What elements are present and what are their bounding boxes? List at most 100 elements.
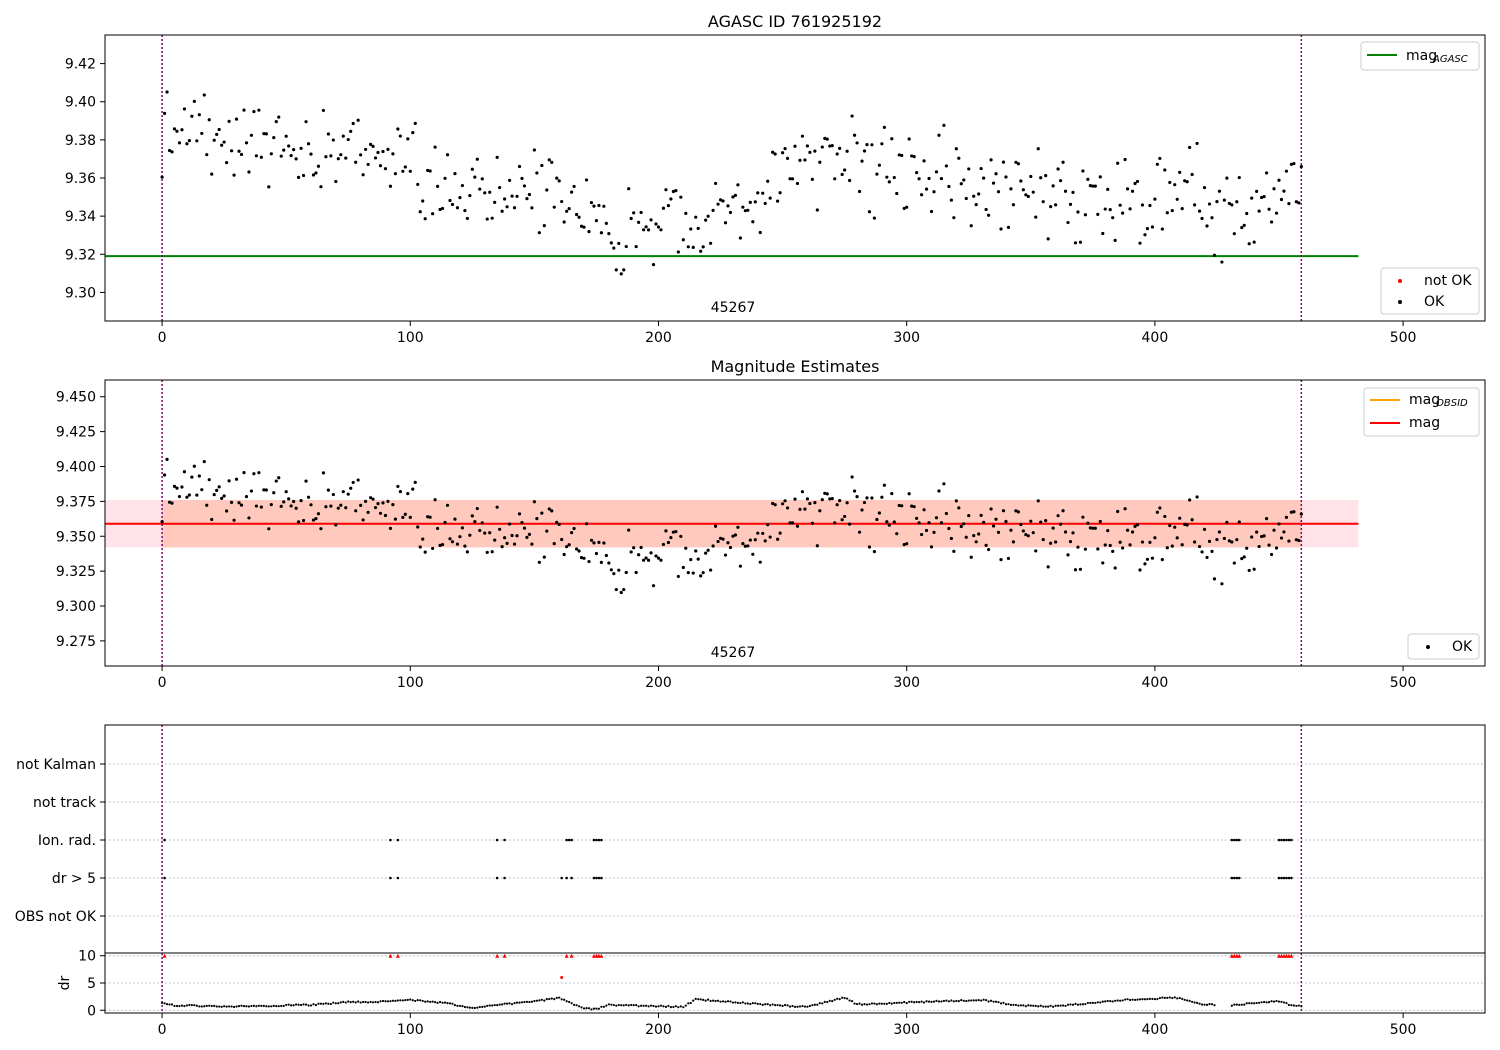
data-point bbox=[237, 149, 241, 153]
data-point bbox=[1153, 536, 1157, 540]
data-point bbox=[182, 107, 187, 111]
dr-point bbox=[893, 1001, 896, 1005]
data-point bbox=[875, 517, 879, 522]
dr-point bbox=[170, 1003, 174, 1006]
data-point bbox=[604, 553, 608, 558]
flag-point bbox=[565, 876, 568, 880]
data-point bbox=[205, 503, 209, 507]
dr-point bbox=[612, 1003, 615, 1007]
legend-mag: mag OBSID mag bbox=[1363, 387, 1480, 437]
data-point bbox=[656, 556, 661, 560]
data-point bbox=[517, 164, 522, 169]
data-point bbox=[416, 525, 420, 529]
data-point bbox=[1150, 556, 1155, 560]
data-point bbox=[877, 163, 881, 167]
data-point bbox=[351, 480, 355, 485]
data-point bbox=[1292, 510, 1296, 514]
dr-point bbox=[644, 1004, 648, 1007]
dr-point bbox=[275, 1005, 278, 1008]
data-point bbox=[860, 508, 864, 512]
dr-point bbox=[1195, 1001, 1199, 1004]
data-point bbox=[661, 206, 666, 210]
data-point bbox=[314, 171, 318, 175]
data-point bbox=[1257, 544, 1261, 549]
data-point bbox=[1083, 547, 1087, 551]
data-point bbox=[572, 184, 576, 189]
data-point bbox=[922, 508, 926, 512]
data-point bbox=[1113, 238, 1117, 242]
data-point bbox=[857, 189, 862, 194]
data-point bbox=[614, 268, 618, 272]
dr-point bbox=[213, 1004, 216, 1007]
flag-point bbox=[503, 876, 506, 880]
data-point bbox=[1148, 540, 1152, 545]
data-point bbox=[1183, 179, 1187, 183]
data-point bbox=[1205, 224, 1209, 228]
dr-point bbox=[605, 1004, 608, 1007]
dr-point bbox=[334, 1002, 337, 1005]
flag-point bbox=[396, 838, 400, 842]
data-point bbox=[391, 503, 395, 507]
data-point bbox=[1173, 183, 1177, 187]
data-point bbox=[507, 178, 512, 182]
data-point bbox=[1001, 160, 1006, 164]
data-point bbox=[1078, 240, 1083, 244]
x-tick-label: 300 bbox=[893, 675, 920, 691]
data-point bbox=[1088, 526, 1092, 530]
data-point bbox=[1041, 538, 1045, 542]
dr-point bbox=[922, 1001, 926, 1004]
flag-point bbox=[600, 876, 603, 880]
data-point bbox=[612, 246, 616, 250]
data-point bbox=[840, 518, 844, 522]
data-point bbox=[701, 571, 705, 575]
data-point bbox=[210, 172, 214, 176]
data-point bbox=[934, 170, 939, 174]
dr-point bbox=[1292, 1004, 1295, 1007]
dr-point bbox=[443, 1001, 447, 1004]
data-point bbox=[1029, 174, 1033, 179]
dr-point bbox=[389, 1000, 392, 1003]
data-point bbox=[820, 145, 824, 149]
dr-point bbox=[396, 999, 399, 1002]
magnitude-points bbox=[160, 457, 1303, 595]
data-point bbox=[617, 241, 621, 246]
magnitude-points bbox=[160, 90, 1303, 276]
dr-point bbox=[570, 1002, 573, 1005]
flag-point bbox=[1237, 876, 1241, 880]
dr-point bbox=[716, 999, 720, 1002]
data-point bbox=[584, 178, 589, 182]
dr-point bbox=[235, 1005, 238, 1008]
data-point bbox=[488, 531, 492, 535]
data-point bbox=[597, 203, 601, 208]
dr-point bbox=[585, 1007, 588, 1010]
data-point bbox=[552, 205, 556, 209]
dr-point bbox=[218, 1005, 221, 1008]
data-point bbox=[661, 542, 666, 547]
dr-point bbox=[798, 1005, 802, 1008]
data-point bbox=[1297, 201, 1301, 205]
data-point bbox=[924, 187, 929, 191]
dr-point bbox=[1193, 1001, 1196, 1004]
panel-2-title: Magnitude Estimates bbox=[711, 357, 880, 376]
dr-point bbox=[808, 1004, 811, 1008]
data-point bbox=[493, 200, 497, 204]
dr-point bbox=[285, 1003, 288, 1007]
dr-point bbox=[751, 1001, 754, 1005]
dr-point bbox=[558, 996, 561, 999]
data-point bbox=[1101, 231, 1105, 236]
data-point bbox=[200, 488, 204, 492]
data-point bbox=[1083, 213, 1087, 217]
data-point bbox=[1135, 179, 1140, 184]
data-point bbox=[202, 459, 206, 464]
data-point bbox=[262, 132, 266, 136]
data-point bbox=[229, 500, 234, 505]
data-point bbox=[1287, 539, 1291, 543]
dr-point bbox=[160, 1001, 164, 1005]
dr-point bbox=[424, 1000, 427, 1003]
dr-point bbox=[421, 999, 424, 1003]
dr-point bbox=[1024, 1005, 1027, 1008]
dr-point bbox=[1265, 1001, 1268, 1004]
dr-point bbox=[918, 1001, 921, 1004]
data-point bbox=[354, 160, 358, 164]
dr-point bbox=[1099, 1001, 1102, 1004]
